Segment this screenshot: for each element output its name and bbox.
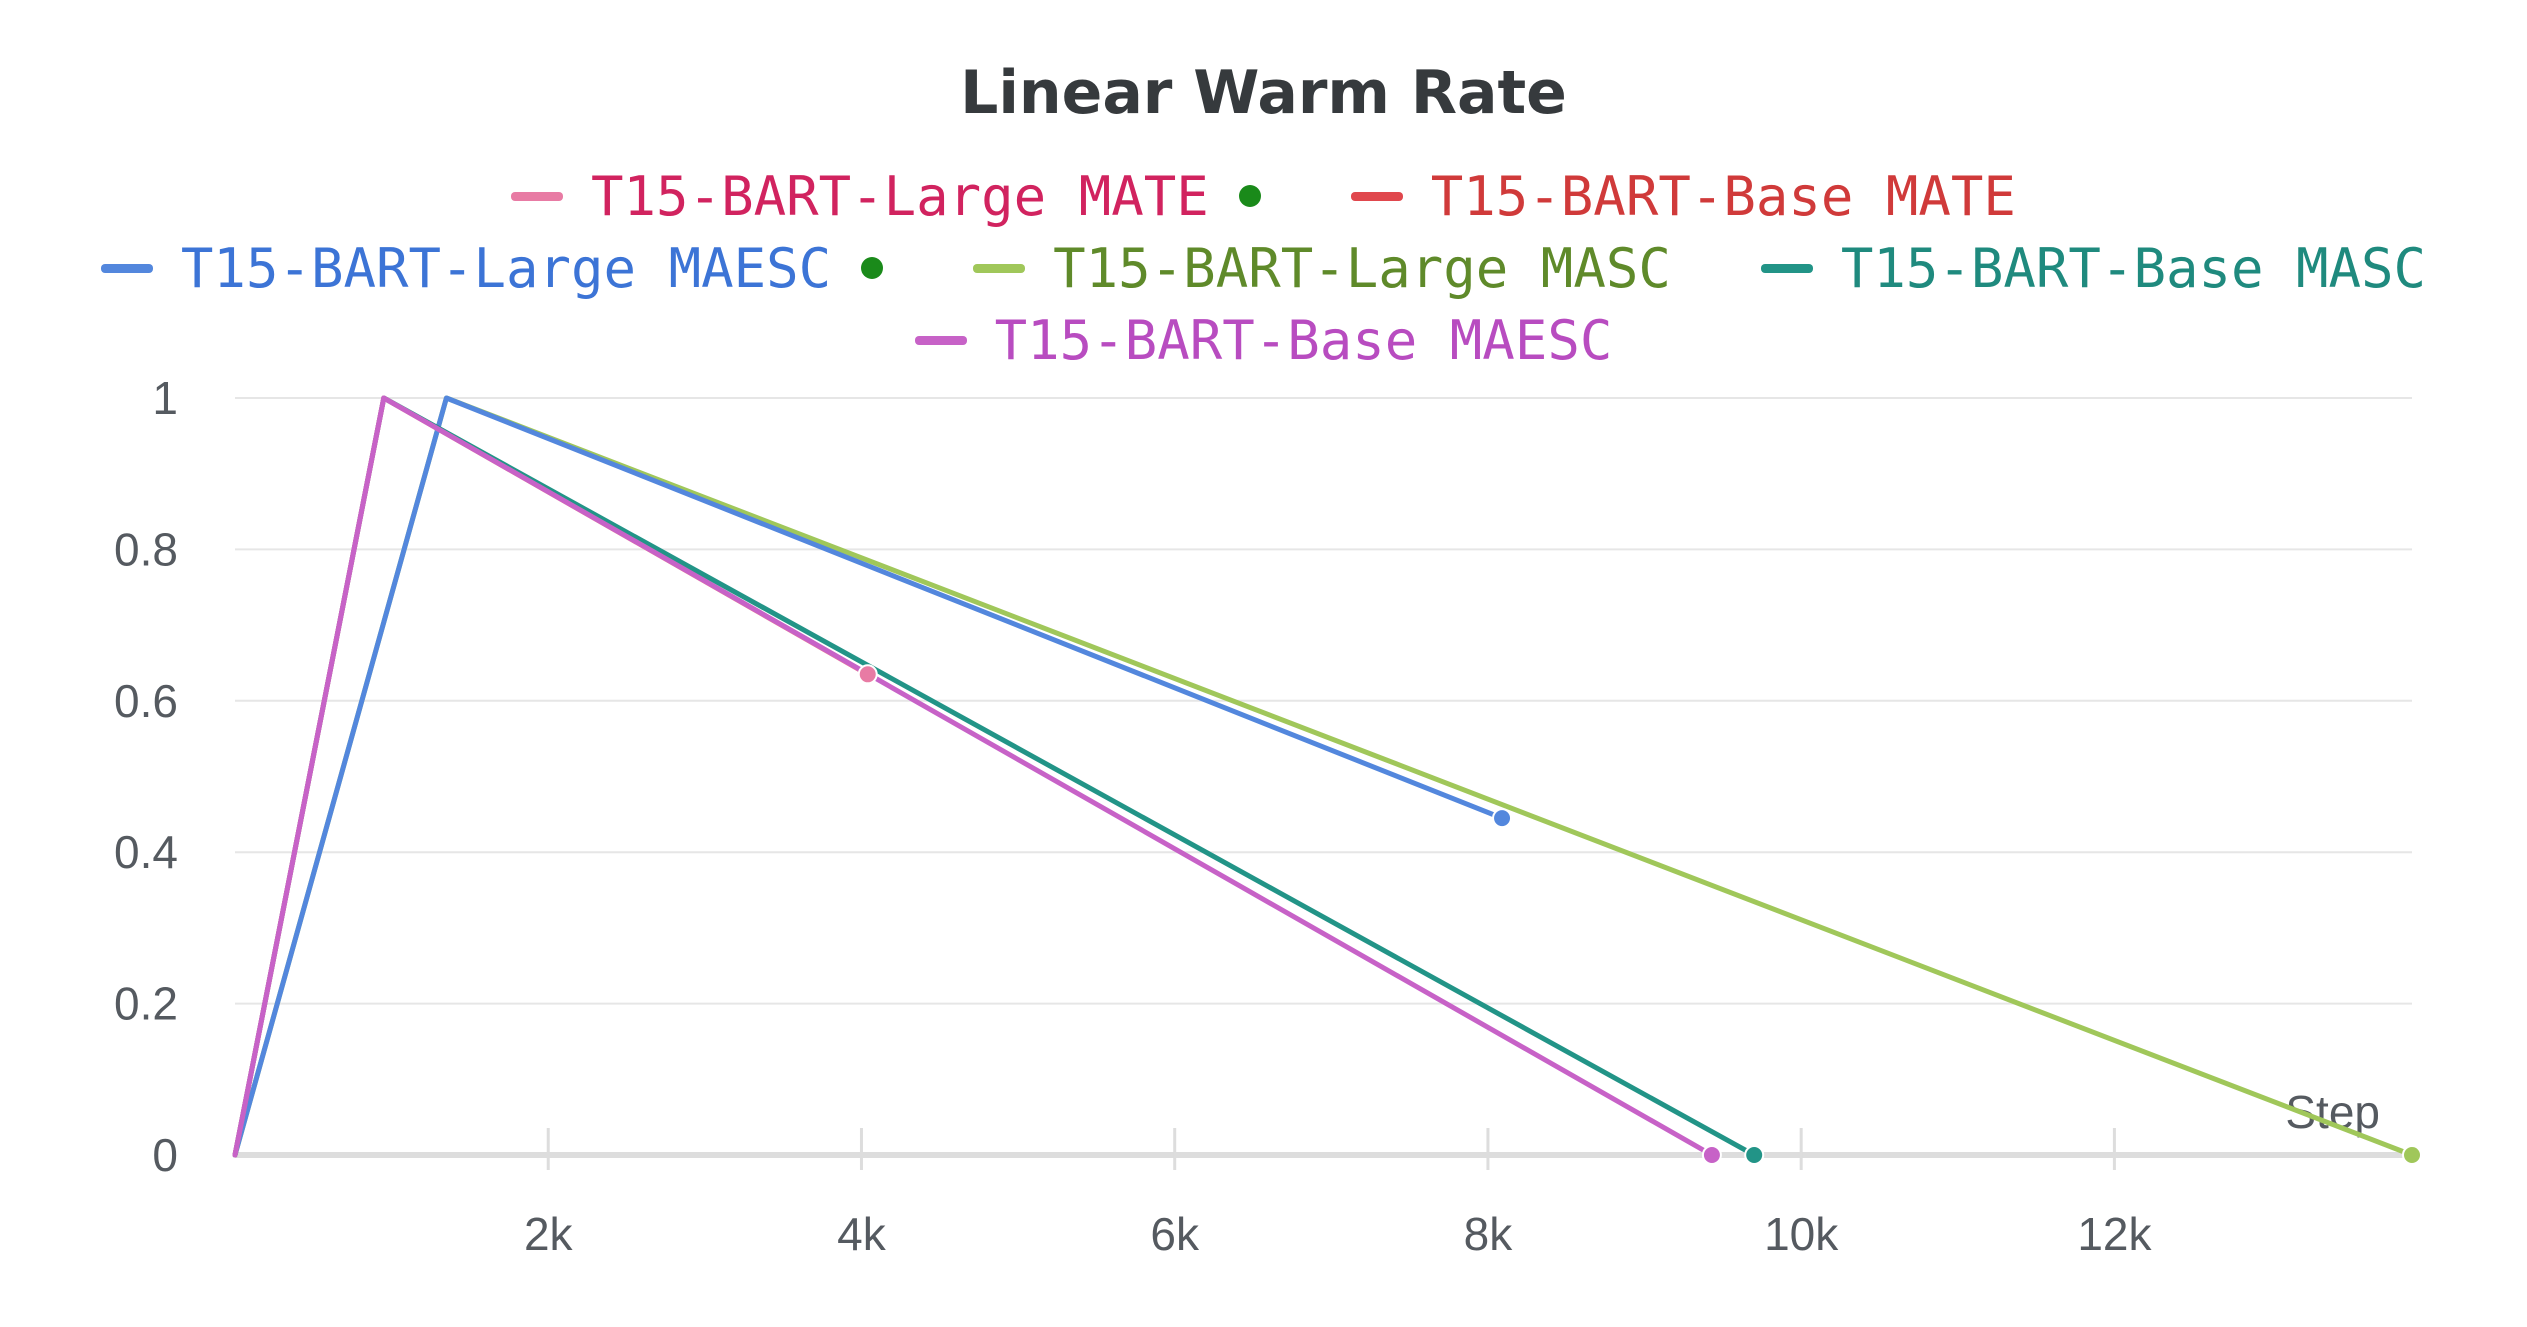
x-tick-label: 6k [1150, 1208, 1200, 1260]
legend-swatch [914, 335, 967, 345]
legend-swatch [511, 191, 564, 201]
y-tick-label: 0.6 [114, 675, 178, 727]
series-line-t15-bart-large-mate [232, 395, 871, 1158]
series-end-marker [857, 664, 878, 685]
x-tick-label: 10k [1764, 1208, 1839, 1260]
series-end-marker [1744, 1145, 1765, 1165]
legend-status-dot [861, 257, 884, 279]
x-tick-label: 12k [2077, 1208, 2152, 1260]
chart-title: Linear Warm Rate [960, 58, 1567, 128]
legend-row: T15-BART-Base MAESC [0, 304, 2527, 376]
legend-label: T15-BART-Large MASC [1053, 236, 1671, 300]
legend-item[interactable]: T15-BART-Large MAESC [100, 236, 884, 300]
legend-label: T15-BART-Base MATE [1430, 164, 2016, 228]
legend-status-dot [1238, 185, 1261, 207]
series-line-t15-bart-large-maesc [232, 395, 1505, 1158]
y-tick-label: 0.8 [114, 523, 178, 575]
y-tick-label: 0.2 [114, 978, 178, 1030]
legend-item[interactable]: T15-BART-Base MASC [1760, 236, 2427, 300]
series-line-t15-bart-base-maesc [232, 395, 1715, 1158]
series-line-t15-bart-large-masc [232, 395, 2415, 1158]
legend-swatch [1350, 191, 1403, 201]
x-tick-label: 8k [1464, 1208, 1514, 1260]
legend-swatch [100, 263, 153, 273]
series-end-marker [1701, 1145, 1722, 1165]
legend-label: T15-BART-Large MAESC [180, 236, 832, 300]
legend-swatch [973, 263, 1026, 273]
series-line-t15-bart-base-masc [232, 395, 1757, 1158]
y-tick-label: 1 [152, 372, 178, 424]
legend-row: T15-BART-Large MATE T15-BART-Base MATE [0, 160, 2527, 232]
x-tick-label: 4k [837, 1208, 887, 1260]
legend-item[interactable]: T15-BART-Large MASC [973, 237, 1671, 300]
legend-item[interactable]: T15-BART-Large MATE [511, 165, 1261, 228]
series-end-marker [1492, 808, 1513, 829]
legend-item[interactable]: T15-BART-Base MATE [1350, 164, 2016, 228]
legend-row: T15-BART-Large MAESC T15-BART-Large MASC T… [0, 232, 2527, 304]
series-end-marker [2402, 1145, 2422, 1165]
y-tick-label: 0.4 [114, 826, 178, 878]
legend-label: T15-BART-Base MASC [1840, 236, 2427, 300]
series-line-t15-bart-base-mate [232, 395, 871, 1158]
y-tick-label: 0 [152, 1129, 178, 1181]
legend-item[interactable]: T15-BART-Base MAESC [914, 308, 1613, 372]
x-tick-label: 2k [524, 1208, 574, 1260]
legend: T15-BART-Large MATE T15-BART-Base MATE T15… [0, 160, 2527, 376]
legend-swatch [1760, 263, 1813, 273]
legend-label: T15-BART-Large MATE [591, 164, 1209, 228]
legend-label: T15-BART-Base MAESC [994, 308, 1613, 372]
